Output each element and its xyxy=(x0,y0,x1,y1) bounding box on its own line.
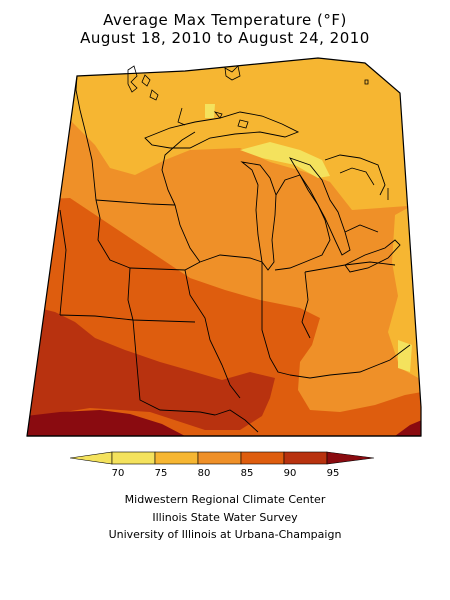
legend-tick-80: 80 xyxy=(198,468,211,479)
temperature-legend: 70 75 80 85 90 95 xyxy=(70,451,375,479)
credit-line-2: Illinois State Water Survey xyxy=(152,511,298,524)
legend-swatch-80-85 xyxy=(197,451,242,465)
credit-line-3: University of Illinois at Urbana-Champai… xyxy=(108,528,342,541)
lake-superior xyxy=(144,111,300,149)
legend-swatch-90-95 xyxy=(283,451,328,465)
credit-line-1: Midwestern Regional Climate Center xyxy=(124,493,326,506)
lake-michigan xyxy=(240,161,277,271)
lake-huron xyxy=(288,157,351,256)
map-title-line-2: August 18, 2010 to August 24, 2010 xyxy=(80,29,370,47)
legend-tick-75: 75 xyxy=(155,468,168,479)
great-lakes xyxy=(144,111,401,273)
map-title-line-1: Average Max Temperature (°F) xyxy=(103,11,347,29)
legend-low-arrow xyxy=(70,451,113,465)
temperature-map xyxy=(26,57,422,437)
lower-michigan xyxy=(274,174,331,271)
legend-tick-90: 90 xyxy=(284,468,297,479)
band-95-up-se xyxy=(395,420,421,436)
temperature-bands xyxy=(27,58,421,436)
northern-lake-detail xyxy=(127,65,389,200)
map-frame xyxy=(26,57,422,437)
legend-tick-85: 85 xyxy=(241,468,254,479)
band-70-75-ohio xyxy=(398,340,412,372)
legend-tick-70: 70 xyxy=(112,468,125,479)
legend-high-arrow xyxy=(326,451,375,465)
band-70-75-upper xyxy=(205,104,215,118)
legend-swatch-70-75 xyxy=(111,451,156,465)
band-95-up xyxy=(27,410,185,436)
legend-swatch-85-90 xyxy=(240,451,285,465)
legend-swatch-75-80 xyxy=(154,451,199,465)
band-70-75 xyxy=(240,142,330,178)
lake-erie xyxy=(344,239,401,273)
state-boundaries xyxy=(59,75,411,433)
band-90-95 xyxy=(27,305,275,430)
legend-tick-95: 95 xyxy=(327,468,340,479)
